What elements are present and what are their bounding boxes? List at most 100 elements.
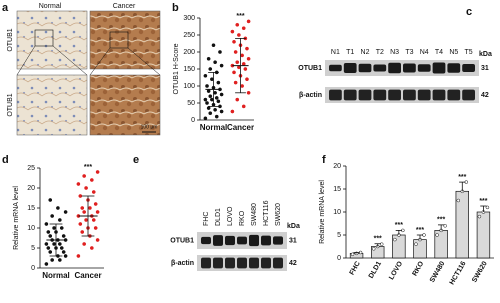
data-point <box>48 198 53 202</box>
lane-label: N2 <box>361 49 370 56</box>
data-point <box>414 242 418 246</box>
lane-label: T4 <box>435 49 443 56</box>
data-point <box>61 250 66 254</box>
y-tick-label: 50 <box>187 100 195 107</box>
data-point <box>245 77 249 82</box>
data-point <box>235 22 240 27</box>
blot-band <box>403 89 416 101</box>
data-point <box>435 233 439 237</box>
row-label: OTUB1 <box>298 65 322 72</box>
lane-label: N3 <box>390 49 399 56</box>
data-point <box>57 258 62 262</box>
data-point <box>46 246 51 250</box>
size-label: 42 <box>481 92 489 99</box>
data-point <box>91 190 96 194</box>
data-point <box>235 97 240 102</box>
y-axis-title: OTUB1 H-Score <box>173 43 180 94</box>
significance: *** <box>416 227 424 234</box>
data-point <box>89 246 94 250</box>
data-point <box>216 80 221 85</box>
data-point <box>237 33 241 37</box>
data-point <box>246 56 251 61</box>
data-point <box>350 252 355 257</box>
blot-band <box>388 62 401 74</box>
blot-band <box>261 235 271 246</box>
ihc-image <box>89 10 161 70</box>
data-point <box>76 182 81 186</box>
blot-band <box>447 89 461 101</box>
row-label: OTUB1 <box>7 93 14 116</box>
blot-band <box>329 64 342 72</box>
y-tick-label: 250 <box>183 32 195 39</box>
blot-band <box>201 236 211 245</box>
significance: *** <box>458 174 466 181</box>
data-point <box>210 97 214 102</box>
data-point <box>203 116 208 121</box>
y-tick-label: 10 <box>333 209 341 216</box>
ihc-image <box>16 10 88 70</box>
data-point <box>93 226 98 230</box>
data-point <box>57 218 62 222</box>
lane-label: SW620 <box>275 203 282 226</box>
data-point <box>208 94 213 99</box>
x-tick-label: HCT116 <box>449 260 468 286</box>
data-point <box>82 210 87 214</box>
blot-band <box>273 257 283 269</box>
data-point <box>245 46 249 51</box>
data-point <box>246 90 251 95</box>
data-point <box>213 107 217 112</box>
data-point <box>232 39 236 44</box>
data-point <box>233 80 238 85</box>
row-label: OTUB1 <box>170 237 194 244</box>
size-label: 42 <box>289 260 297 267</box>
y-tick-label: 20 <box>333 163 341 170</box>
y-tick-label: 0 <box>337 255 341 262</box>
data-point <box>243 67 248 71</box>
size-label: 31 <box>289 237 297 244</box>
data-point <box>219 63 224 68</box>
data-point <box>44 242 49 246</box>
significance: *** <box>479 198 487 205</box>
significance: *** <box>374 236 382 243</box>
blot-band <box>417 64 431 72</box>
y-tick-label: 150 <box>183 66 195 73</box>
panel-label: a <box>2 2 9 14</box>
blot-band <box>329 89 342 101</box>
y-axis-title: Relative mRNA level <box>13 186 20 250</box>
unit-label: kDa <box>479 51 492 58</box>
blot-band <box>249 257 259 269</box>
data-point <box>76 254 81 258</box>
blot-band <box>403 63 416 73</box>
data-point <box>246 19 251 24</box>
data-point <box>230 109 235 114</box>
size-label: 31 <box>481 65 489 72</box>
zoom-box <box>109 31 129 49</box>
significance: *** <box>437 217 445 224</box>
data-point <box>235 60 240 65</box>
blot-band <box>462 63 475 73</box>
x-tick-label: SW480 <box>429 260 447 283</box>
zoom-line <box>127 47 161 76</box>
data-point <box>210 77 214 82</box>
data-point <box>233 50 238 54</box>
blot-band <box>432 89 446 101</box>
lane-label: N1 <box>331 49 340 56</box>
lane-label: RKO <box>239 210 246 226</box>
y-tick-label: 200 <box>183 49 195 56</box>
x-tick-label: Normal <box>42 271 70 280</box>
data-point <box>241 104 246 109</box>
data-point <box>485 205 490 210</box>
lane-label: LOVO <box>227 206 234 226</box>
data-point <box>230 29 235 34</box>
data-point <box>393 237 397 242</box>
panel-label: b <box>172 2 179 14</box>
data-point <box>241 26 246 31</box>
blot-band <box>432 62 446 74</box>
significance: *** <box>84 164 92 171</box>
data-point <box>52 226 56 230</box>
data-point <box>59 246 64 250</box>
blot-band <box>343 89 357 101</box>
blot-band <box>213 235 223 246</box>
blot-band <box>343 63 357 73</box>
data-point <box>50 258 55 262</box>
